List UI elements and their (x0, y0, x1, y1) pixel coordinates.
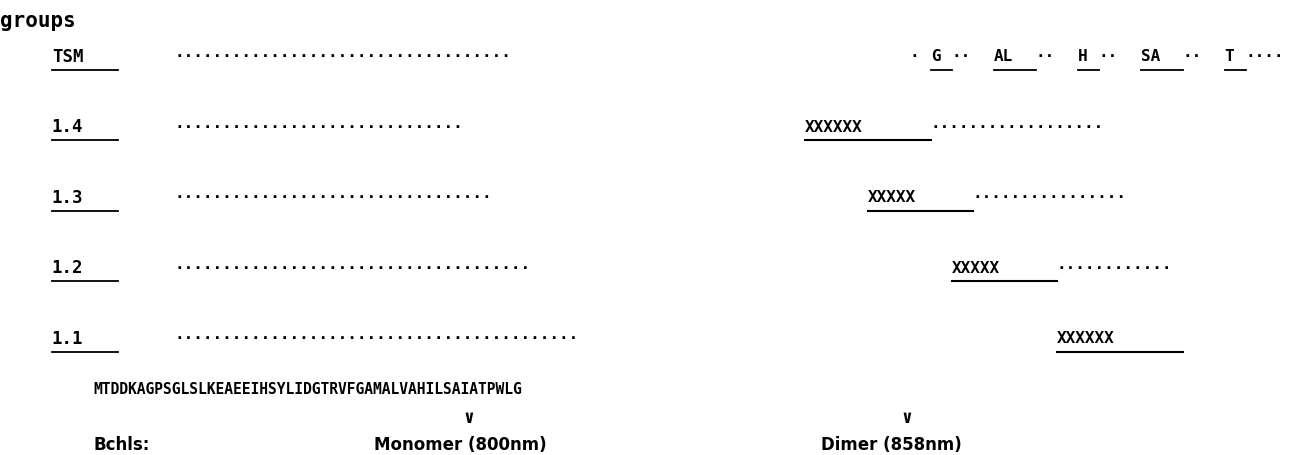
Text: ················: ················ (973, 191, 1126, 205)
Text: ·: · (910, 50, 919, 64)
Text: ∨: ∨ (464, 409, 474, 427)
Text: ············: ············ (1056, 261, 1173, 276)
Text: T: T (1225, 50, 1234, 64)
Text: 1.4: 1.4 (52, 118, 83, 136)
Text: ··········································: ········································… (175, 332, 579, 346)
Text: XXXXX: XXXXX (868, 191, 916, 205)
Text: Bchls:: Bchls: (93, 436, 149, 454)
Text: ··················: ·················· (931, 120, 1104, 135)
Text: ∨: ∨ (902, 409, 912, 427)
Text: Dimer (858nm): Dimer (858nm) (822, 436, 962, 454)
Text: H: H (1078, 50, 1087, 64)
Text: Monomer (800nm): Monomer (800nm) (373, 436, 547, 454)
Text: 1.1: 1.1 (52, 330, 83, 348)
Text: ·····································: ····································· (175, 261, 531, 276)
Text: ·································: ································· (175, 191, 492, 205)
Text: XXXXXX: XXXXXX (805, 120, 863, 135)
Text: groups: groups (0, 11, 75, 31)
Text: SA: SA (1140, 50, 1160, 64)
Text: ···································: ··································· (175, 50, 512, 64)
Text: XXXXXX: XXXXXX (1056, 332, 1115, 346)
Text: ··: ·· (1036, 50, 1055, 64)
Text: AL: AL (994, 50, 1013, 64)
Text: ······························: ······························ (175, 120, 464, 135)
Text: XXXXX: XXXXX (951, 261, 1001, 276)
Text: TSM: TSM (52, 48, 83, 66)
Text: ··: ·· (951, 50, 971, 64)
Text: G: G (931, 50, 941, 64)
Text: 1.2: 1.2 (52, 259, 83, 278)
Text: MTDDKAGPSGLSLKEAEEIHSYLIDGTRVFGAMALVAHILSAIATPWLG: MTDDKAGPSGLSLKEAEEIHSYLIDGTRVFGAMALVAHIL… (93, 382, 522, 396)
Text: ····: ···· (1245, 50, 1284, 64)
Text: ··: ·· (1099, 50, 1118, 64)
Text: ··: ·· (1183, 50, 1201, 64)
Text: 1.3: 1.3 (52, 189, 83, 207)
